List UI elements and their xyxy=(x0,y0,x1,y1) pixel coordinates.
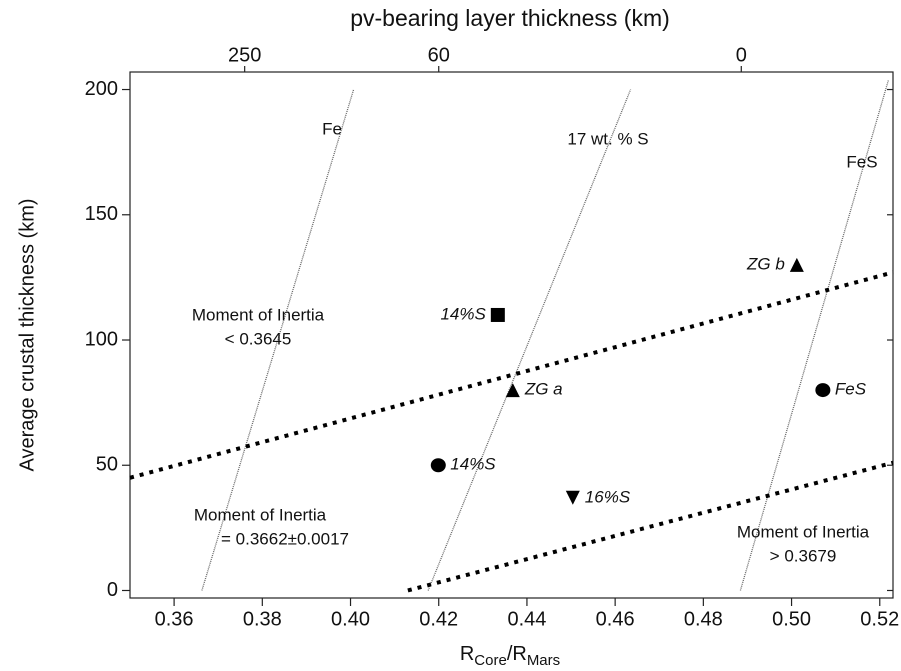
moi-line xyxy=(129,270,894,480)
line-label: FeS xyxy=(846,152,877,171)
moi-annotation: < 0.3645 xyxy=(225,329,292,348)
y-tick-label: 50 xyxy=(96,454,118,476)
x-tick-label: 0.46 xyxy=(596,608,635,630)
moi-annotation: = 0.3662±0.0017 xyxy=(221,529,349,548)
line-label: Fe xyxy=(322,119,342,138)
x-label-sub: Core xyxy=(474,652,507,669)
composition-line xyxy=(201,89,355,591)
point-triangle-down xyxy=(565,490,580,505)
x-tick-label: 0.40 xyxy=(331,608,370,630)
x2-tick-label: 60 xyxy=(428,44,450,66)
moi-line xyxy=(407,460,894,593)
moi-annotation: Moment of Inertia xyxy=(737,522,870,541)
plot-frame xyxy=(129,71,894,599)
y-tick-label: 0 xyxy=(107,579,118,601)
x-label-part: R xyxy=(460,643,474,665)
y-tick-label: 100 xyxy=(85,328,118,350)
x-tick-label: 0.36 xyxy=(155,608,194,630)
x-tick-label: 0.50 xyxy=(772,608,811,630)
x2-tick-label: 0 xyxy=(736,44,747,66)
x-tick-label: 0.38 xyxy=(243,608,282,630)
point-label: 14%S xyxy=(450,455,496,474)
x-tick-label: 0.52 xyxy=(860,608,899,630)
x-tick-label: 0.48 xyxy=(684,608,723,630)
line-label: 17 wt. % S xyxy=(567,129,648,148)
point-label: ZG a xyxy=(524,380,563,399)
moi-annotation: > 0.3679 xyxy=(770,546,837,565)
y-tick-label: 200 xyxy=(85,78,118,100)
point-label: 16%S xyxy=(585,487,631,506)
point-label: 14%S xyxy=(440,304,486,323)
point-label: FeS xyxy=(835,380,867,399)
x2-tick-label: 250 xyxy=(228,44,261,66)
x-label-sub: Mars xyxy=(527,652,560,669)
x-tick-label: 0.42 xyxy=(419,608,458,630)
y-tick-label: 150 xyxy=(85,203,118,225)
moi-annotation: Moment of Inertia xyxy=(194,505,327,524)
composition-line xyxy=(739,79,890,591)
x-label-part: /R xyxy=(507,643,527,665)
point-triangle xyxy=(505,383,520,398)
point-circle xyxy=(815,383,831,398)
point-circle xyxy=(430,458,446,473)
y-axis-label: Average crustal thickness (km) xyxy=(16,198,38,471)
moi-annotation: Moment of Inertia xyxy=(192,305,325,324)
point-label: ZG b xyxy=(746,254,785,273)
x-tick-label: 0.44 xyxy=(507,608,546,630)
x2-axis-label: pv-bearing layer thickness (km) xyxy=(350,5,670,31)
point-square xyxy=(490,307,505,322)
x-axis-label: RCore/RMars xyxy=(460,643,560,669)
composition-line xyxy=(427,89,632,591)
point-triangle xyxy=(789,257,804,272)
